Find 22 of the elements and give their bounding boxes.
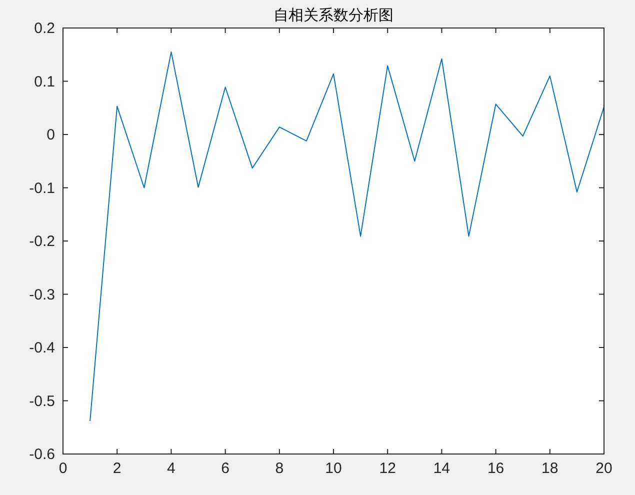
y-tick-label: -0.5 [29,392,55,410]
x-tick-label: 2 [112,460,122,477]
y-tick-label: -0.2 [29,233,55,250]
y-tick-label: 0.1 [34,73,55,90]
x-tick-label: 20 [596,460,612,477]
x-tick-label: 4 [167,460,176,477]
x-tick-label: 8 [275,460,284,477]
x-tick-label: 10 [325,460,342,477]
y-tick-label: 0 [46,126,55,144]
x-tick-label: 18 [542,460,558,477]
chart-title: 自相关系数分析图 [274,7,394,24]
x-tick-label: 14 [433,460,450,477]
y-tick-label: -0.4 [29,340,55,356]
x-tick-label: 16 [487,460,504,477]
x-tick-label: 6 [221,460,230,477]
y-tick-label: -0.6 [29,446,55,463]
y-tick-label: 0.2 [34,20,55,37]
x-tick-label: 0 [58,460,68,477]
line-series [90,51,604,422]
y-tick-label: -0.3 [29,286,55,304]
x-tick-label: 12 [379,460,396,477]
y-tick-label: -0.1 [29,180,55,197]
